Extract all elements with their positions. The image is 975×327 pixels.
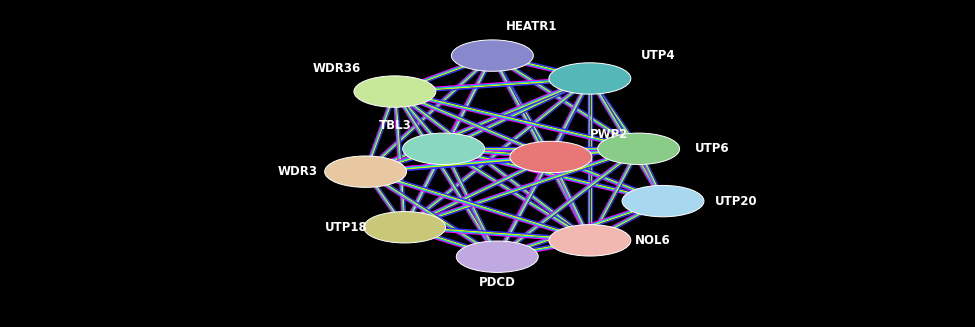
Text: UTP20: UTP20 <box>715 195 758 208</box>
Ellipse shape <box>549 225 631 256</box>
Ellipse shape <box>549 63 631 94</box>
Ellipse shape <box>510 141 592 173</box>
Text: WDR36: WDR36 <box>312 62 361 75</box>
Text: PWP2: PWP2 <box>590 128 629 141</box>
Ellipse shape <box>364 212 446 243</box>
Ellipse shape <box>598 133 680 164</box>
Text: HEATR1: HEATR1 <box>506 20 557 33</box>
Ellipse shape <box>403 133 485 164</box>
Text: NOL6: NOL6 <box>636 234 671 247</box>
Text: WDR3: WDR3 <box>277 165 318 178</box>
Ellipse shape <box>622 185 704 217</box>
Text: UTP6: UTP6 <box>694 142 729 155</box>
Ellipse shape <box>451 40 533 71</box>
Text: TBL3: TBL3 <box>378 119 411 132</box>
Text: PDCD: PDCD <box>479 276 516 289</box>
Ellipse shape <box>325 156 407 187</box>
Text: UTP4: UTP4 <box>641 49 676 62</box>
Ellipse shape <box>456 241 538 272</box>
Ellipse shape <box>354 76 436 107</box>
Text: UTP18: UTP18 <box>325 221 368 234</box>
